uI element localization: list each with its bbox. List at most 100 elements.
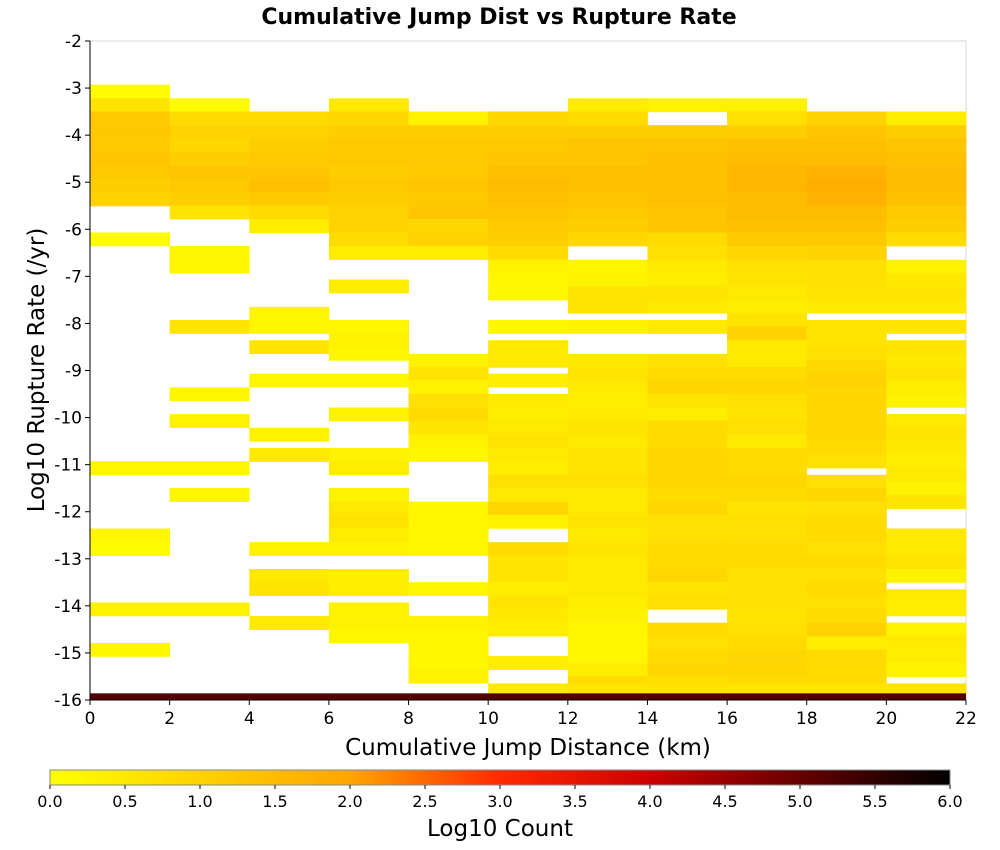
heatmap-cell [727,138,808,153]
heatmap-cell [886,393,967,408]
heatmap-cell [488,353,569,368]
heatmap-cell [886,111,967,126]
heatmap-cell [328,569,409,583]
heatmap-cell [806,622,887,637]
heatmap-cell [727,219,808,234]
heatmap-cell [169,178,250,193]
heatmap-cell [727,259,808,274]
heatmap-cell [806,299,887,314]
heatmap-cell [806,360,887,375]
heatmap-cell [886,165,967,180]
heatmap-cell [806,414,887,428]
heatmap-cell [727,178,808,193]
heatmap-cell [806,454,887,469]
heatmap-cell [567,178,648,193]
heatmap-cell [806,636,887,651]
heatmap-cell [886,178,967,193]
heatmap-cell [408,367,489,381]
heatmap-cell [806,125,887,139]
heatmap-cell [567,407,648,422]
heatmap-cell [806,178,887,193]
heatmap-cell [647,461,728,476]
heatmap-cell [249,219,330,234]
heatmap-cell [886,205,967,220]
heatmap-cell [647,299,728,314]
heatmap-cell [169,205,250,220]
heatmap-cell [488,514,569,529]
heatmap-cell [647,286,728,301]
heatmap-cell [169,125,250,139]
colorbar-tick-label: 2.0 [337,792,362,811]
heatmap-cell [647,649,728,664]
y-tick-label: -7 [65,267,82,287]
heatmap-cell [567,138,648,153]
heatmap-cell [886,649,967,664]
heatmap-cell [806,400,887,415]
heatmap-cell [169,138,250,153]
heatmap-cell [727,367,808,381]
heatmap-cell [806,582,887,597]
heatmap-cell [408,656,489,670]
y-tick-label: -12 [54,503,82,523]
heatmap-cell [727,420,808,435]
heatmap-cells [90,84,967,701]
heatmap-cell [647,448,728,462]
heatmap-cell [249,151,330,166]
colorbar-tick-label: 5.5 [862,792,887,811]
heatmap-cell [886,151,967,166]
heatmap-cell [249,192,330,207]
heatmap-cell [727,514,808,529]
heatmap-cell [806,474,887,489]
y-tick-label: -2 [65,32,82,52]
heatmap-cell [408,501,489,516]
heatmap-cell [90,165,171,180]
colorbar [49,769,951,786]
heatmap-cell [886,380,967,395]
x-tick-label: 4 [244,709,255,729]
heatmap-cell [488,656,569,670]
heatmap-cell [806,569,887,583]
heatmap-cell [647,138,728,153]
heatmap-cell [727,528,808,543]
y-tick-label: -16 [54,691,82,711]
heatmap-cell [806,595,887,610]
heatmap-cell [488,138,569,153]
heatmap-cell [886,495,967,509]
heatmap-cell [567,528,648,543]
heatmap-cell [647,569,728,583]
heatmap-cell [408,219,489,234]
heatmap-cell [886,528,967,543]
heatmap-cell [408,192,489,207]
heatmap-cell [90,151,171,166]
heatmap-cell [488,434,569,449]
heatmap-cell [727,448,808,462]
heatmap-cell [806,663,887,677]
heatmap-cell [408,138,489,153]
heatmap-cell [727,393,808,408]
heatmap-cell [567,461,648,476]
heatmap-cell [169,151,250,166]
heatmap-cell [647,178,728,193]
heatmap-cell [727,98,808,113]
heatmap-cell [488,420,569,435]
heatmap-cell [886,663,967,677]
heatmap-cell [169,319,250,334]
y-tick-label: -13 [54,550,82,570]
heatmap-cell [488,125,569,139]
heatmap-cell [488,501,569,516]
heatmap-cell [488,488,569,502]
heatmap-cell [567,488,648,502]
heatmap-cell [488,232,569,247]
heatmap-cell [886,555,967,570]
heatmap-cell [647,192,728,207]
heatmap-cell [408,434,489,449]
heatmap-cell [488,205,569,220]
heatmap-cell [567,367,648,381]
heatmap-cell [488,407,569,422]
heatmap-cell [727,299,808,314]
y-tick-label: -6 [65,220,82,240]
heatmap-cell [647,595,728,610]
heatmap-cell [249,448,330,462]
heatmap-cell [806,346,887,361]
heatmap-cell [488,393,569,408]
